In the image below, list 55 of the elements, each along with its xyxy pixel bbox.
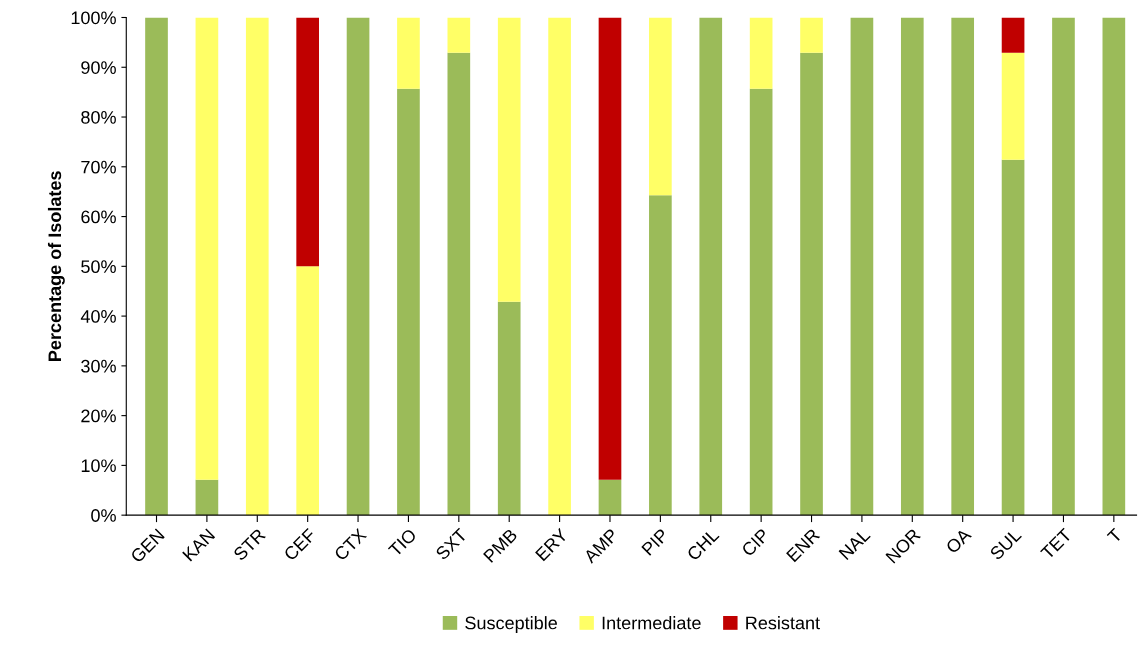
bar: [749, 17, 773, 89]
y-axis-title: Percentage of Isolates: [47, 171, 65, 361]
bar: [1102, 17, 1126, 516]
bar: [245, 17, 269, 516]
x-tick-label: PIP: [641, 528, 669, 556]
bar: [195, 479, 219, 516]
bar: [397, 17, 420, 89]
bar: [1001, 52, 1025, 160]
y-tick-label: 30%: [81, 359, 116, 373]
y-tick-label: 0%: [91, 509, 116, 522]
legend-label: Susceptible: [465, 616, 557, 633]
bar: [548, 17, 571, 516]
bar: [195, 17, 219, 480]
bar: [1001, 17, 1025, 53]
bar: [346, 17, 370, 516]
x-tick-label: TET: [1040, 527, 1073, 561]
y-tick-label: 80%: [81, 110, 116, 124]
bar: [296, 266, 320, 516]
legend-label: Intermediate: [602, 616, 701, 630]
x-tick-label: TIO: [387, 527, 418, 558]
bar: [900, 17, 924, 516]
bar: [1052, 17, 1075, 516]
bar: [598, 17, 622, 480]
bar: [850, 17, 874, 516]
bar: [447, 52, 471, 516]
x-tick-label: NAL: [838, 527, 871, 561]
y-tick-label: 60%: [81, 210, 116, 224]
bar: [951, 17, 975, 516]
y-tick-label: 50%: [81, 260, 116, 274]
y-tick-label: 70%: [81, 160, 116, 174]
y-tick-label: 90%: [81, 61, 116, 74]
bar: [447, 17, 471, 53]
x-tick-label: T: [1106, 527, 1123, 544]
x-tick-label: OA: [945, 527, 973, 555]
bar: [497, 17, 521, 302]
x-tick-label: SUL: [989, 527, 1023, 561]
bar: [699, 17, 723, 516]
bar: [397, 88, 420, 516]
bar: [800, 17, 823, 53]
x-tick-label: CIP: [740, 527, 770, 557]
bar: [649, 195, 672, 516]
bar: [1001, 159, 1025, 516]
bar: [145, 17, 168, 516]
y-tick-label: 100%: [71, 11, 116, 25]
x-tick-label: CHL: [686, 527, 720, 562]
bar: [598, 479, 622, 516]
bar: [800, 52, 823, 516]
bar: [749, 88, 773, 516]
y-tick-label: 40%: [80, 310, 116, 323]
y-tick-label: 20%: [81, 409, 116, 423]
bar: [649, 17, 672, 196]
bar: [497, 301, 521, 516]
legend-label: Resistant: [746, 616, 820, 630]
y-tick-label: 10%: [81, 459, 116, 473]
bar: [296, 17, 320, 267]
